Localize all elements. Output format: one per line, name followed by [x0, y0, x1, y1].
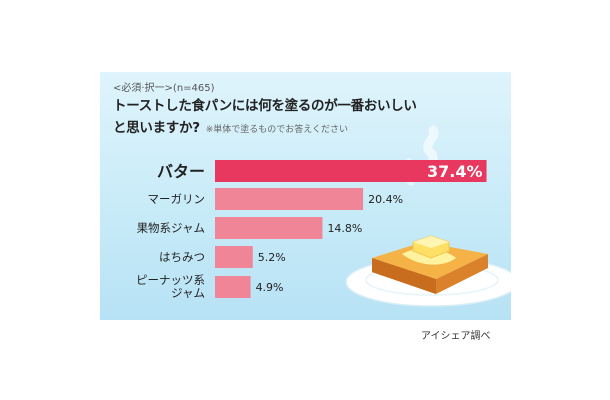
toast-front [372, 258, 436, 294]
value-label-4: 4.9% [256, 281, 284, 294]
question-title-line2-text: と思いますか? [113, 120, 200, 136]
butter-toast-illustration [345, 125, 511, 307]
value-label-0: 37.4% [427, 162, 483, 181]
bar-1 [215, 188, 364, 210]
value-label-1: 20.4% [368, 193, 403, 206]
bar-3 [215, 246, 253, 268]
answer-note: ※単体で塗るものでお答えください [205, 125, 349, 135]
question-title-line1: トーストした食パンには何を塗るのが一番おいしい [113, 98, 417, 114]
category-label-1: マーガリン [148, 192, 206, 206]
bar-4 [215, 276, 251, 298]
value-label-3: 5.2% [258, 251, 286, 264]
survey-panel: <必須·択一>(n=465) トーストした食パンには何を塗るのが一番おいしい と… [100, 72, 511, 320]
category-label-0: バター [157, 162, 205, 181]
category-label-4: ピーナッツ系ジャム [136, 273, 205, 300]
survey-subtitle: <必須·択一>(n=465) [113, 83, 215, 94]
bar-2 [215, 217, 323, 239]
source-credit: アイシェア調べ [421, 331, 491, 342]
bar-chart: 37.4% バター 20.4% マーガリン 14.8% 果物系ジャム 5.2% はちみつ 4.9… [136, 125, 511, 307]
value-label-2: 14.8% [327, 222, 362, 235]
bar-0 [215, 160, 487, 182]
category-label-2: 果物系ジャム [137, 221, 205, 235]
question-title-line2: と思いますか? ※単体で塗るものでお答えください [113, 116, 348, 136]
butter-pat-top [413, 236, 449, 248]
category-label-3: はちみつ [159, 250, 205, 264]
